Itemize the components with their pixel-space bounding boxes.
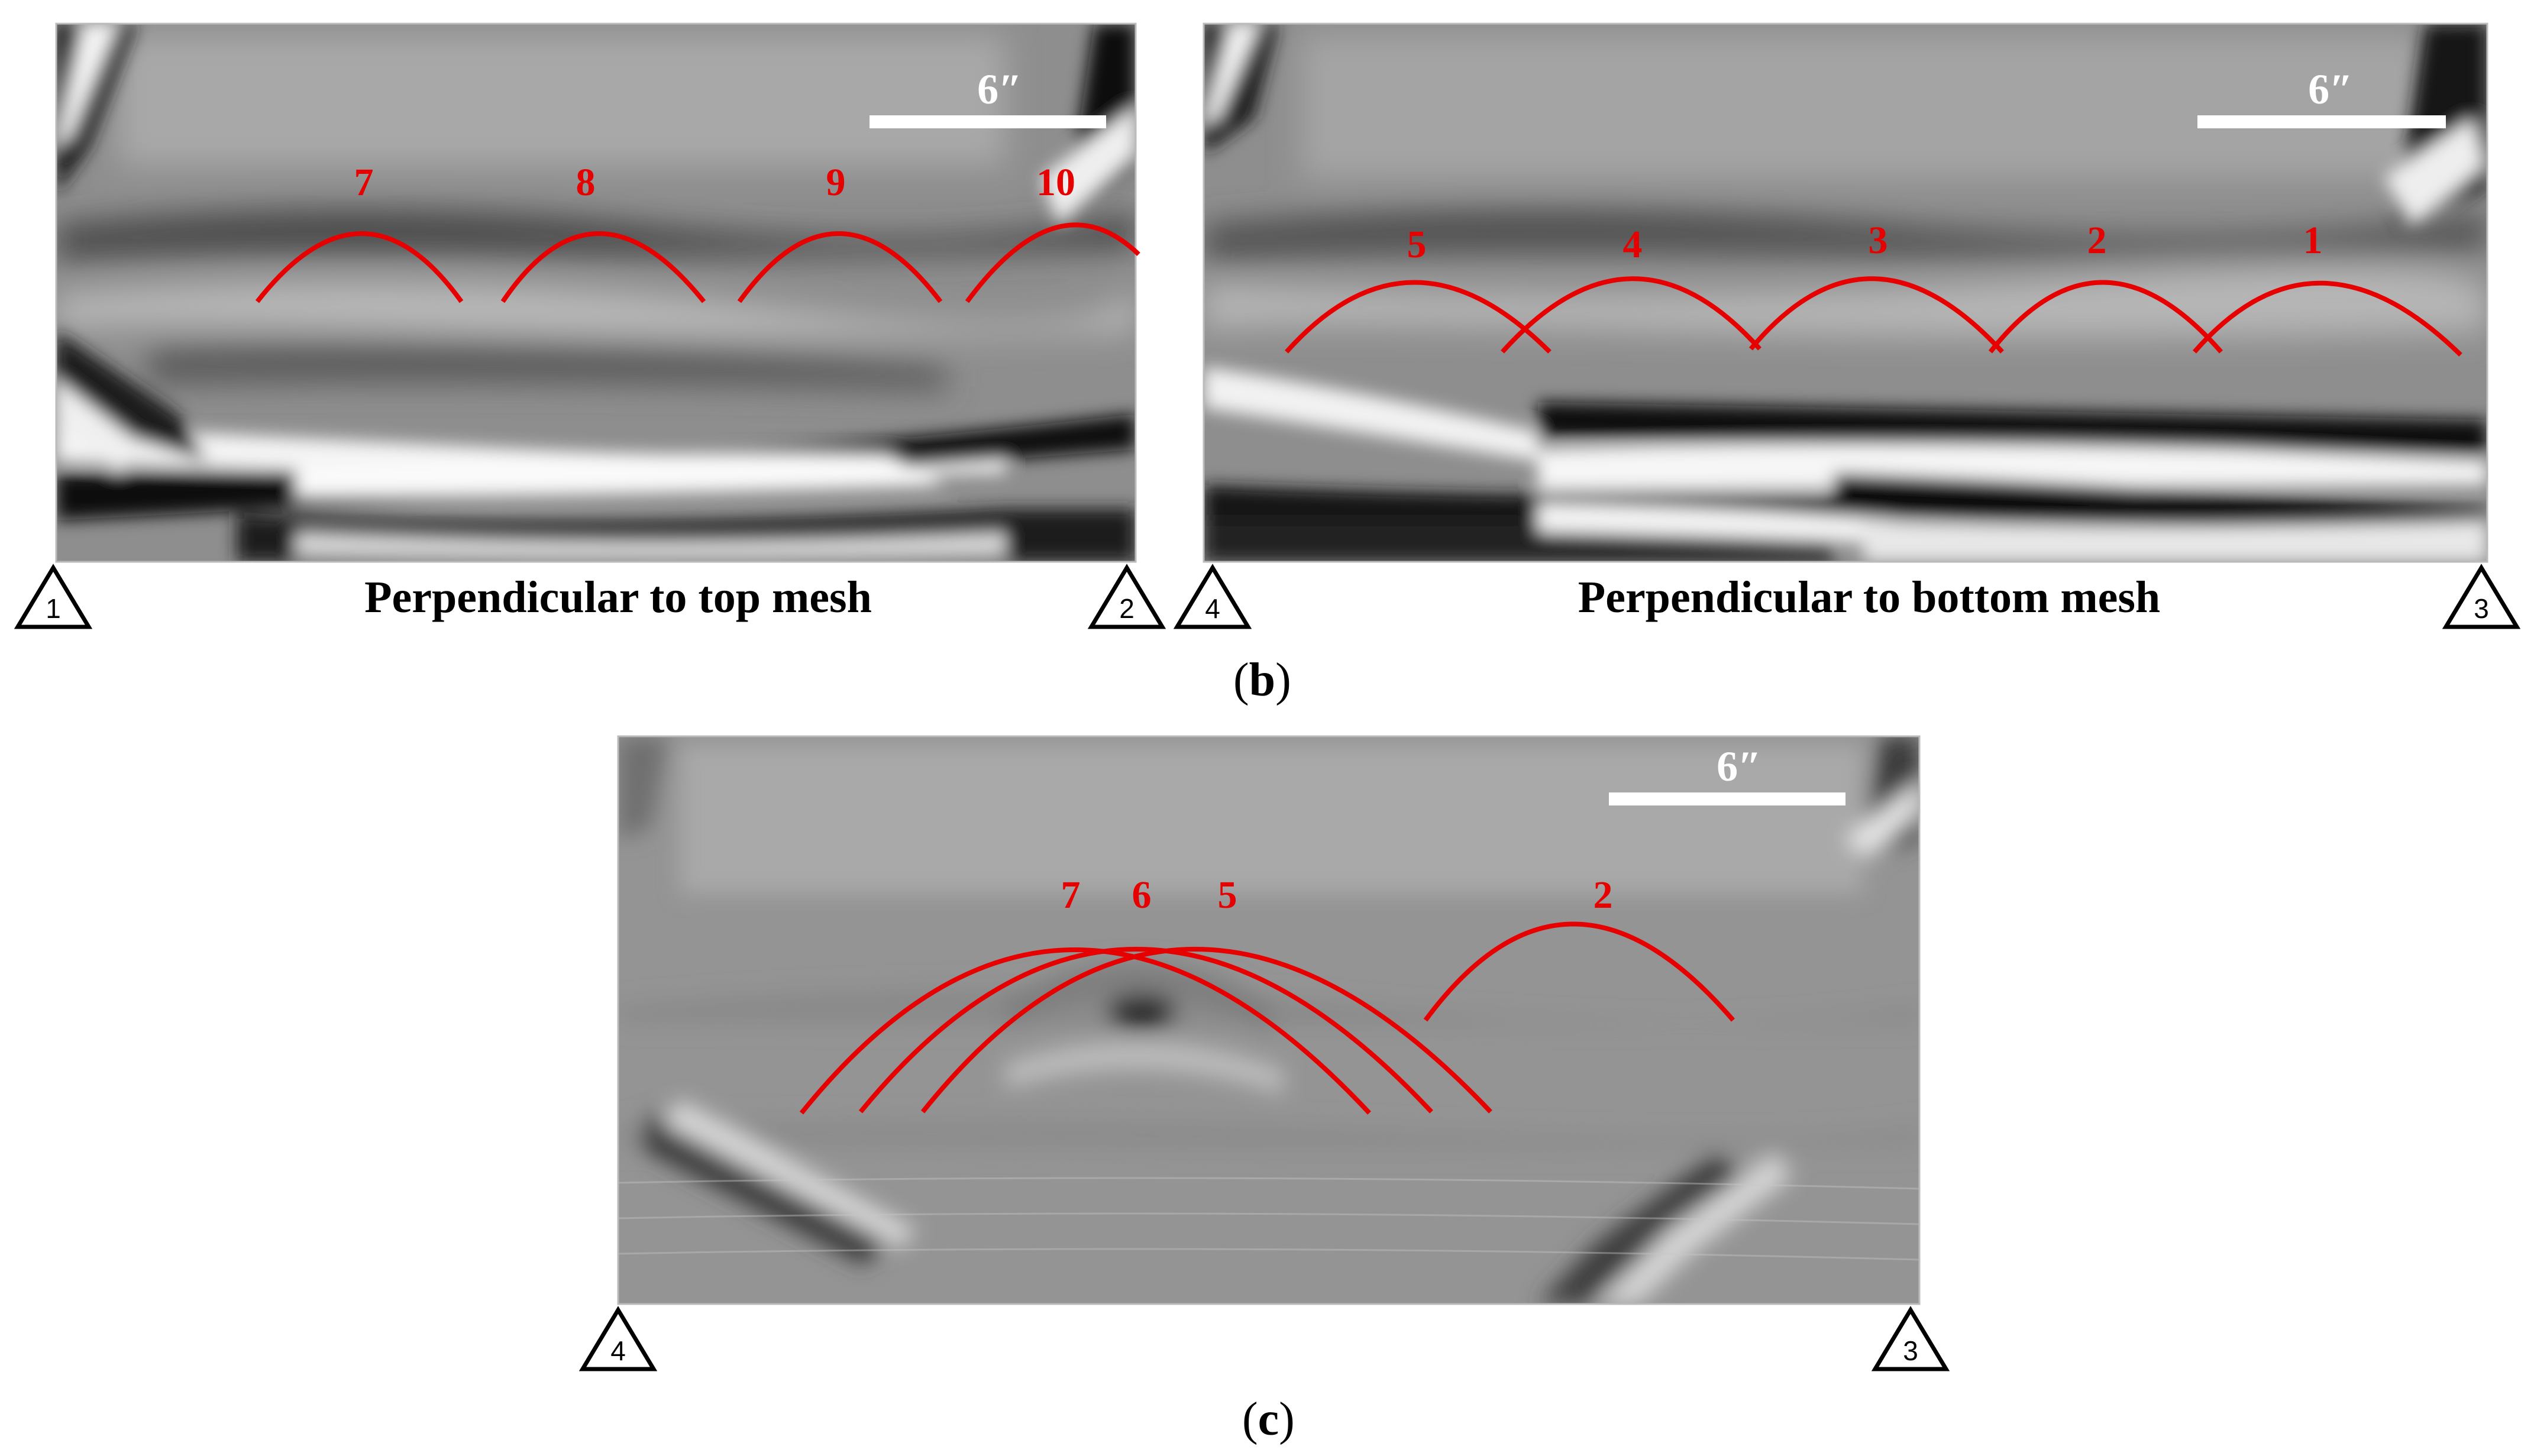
hyperbola-labels-top-mesh: 7 8 9 10 [354, 161, 1076, 204]
caption-b: (b) [1233, 654, 1291, 706]
hyperbola-label: 5 [1407, 223, 1427, 266]
frame-right [1203, 22, 2488, 563]
hyperbola-label: 6 [1132, 873, 1152, 917]
hyperbolas-bottom-mesh [1285, 276, 2462, 357]
corner-marker-c-4: 4 [578, 1306, 658, 1371]
hyperbola-label: 7 [1061, 873, 1081, 917]
hyperbola-labels-panel-c: 7 6 5 2 [1061, 873, 1613, 917]
caption-b-letter: b [1249, 654, 1276, 706]
hyperbola-label: 5 [1218, 873, 1237, 917]
scale-label-panel-c: 6″ [1717, 743, 1761, 790]
title-top-mesh: Perpendicular to top mesh [364, 572, 872, 622]
frame-left [55, 22, 1137, 563]
corner-marker-right-3: 3 [2442, 564, 2521, 629]
corner-marker-c-3: 3 [1871, 1306, 1950, 1371]
corner-marker-left-1: 1 [14, 564, 93, 629]
hyperbola-label: 1 [2303, 219, 2323, 262]
figure-panel-c: 6″ 7 6 5 2 4 3 [578, 735, 1950, 1371]
svg-text:1: 1 [46, 593, 61, 624]
svg-text:3: 3 [2474, 593, 2489, 624]
hyperbola-label: 2 [1594, 873, 1613, 917]
caption-c: (c) [1242, 1393, 1295, 1445]
hyperbola-label: 4 [1623, 223, 1643, 266]
hyperbola-labels-bottom-mesh: 5 4 3 2 1 [1407, 219, 2323, 266]
hyperbola-label: 8 [576, 161, 596, 204]
hyperbola-label: 10 [1036, 161, 1075, 204]
svg-text:4: 4 [1205, 593, 1220, 624]
hyperbolas-panel-c [799, 921, 1735, 1115]
corner-marker-right-4: 4 [1173, 564, 1252, 629]
hyperbola-label: 9 [826, 161, 846, 204]
title-bottom-mesh: Perpendicular to bottom mesh [1578, 572, 2160, 622]
radargram-top-mesh [56, 24, 1136, 562]
svg-text:4: 4 [610, 1335, 626, 1366]
svg-text:3: 3 [1903, 1335, 1918, 1366]
svg-text:2: 2 [1119, 593, 1135, 624]
figure-panel-b: 6″ 6″ 7 8 9 10 5 4 3 2 1 1 2 [14, 22, 2521, 629]
radargram-bottom-mesh [1204, 24, 2487, 562]
scale-bar-right: 6″ [2197, 66, 2446, 128]
caption-c-letter: c [1258, 1393, 1279, 1445]
hyperbola-label: 3 [1869, 219, 1888, 262]
frame-panel-c [617, 735, 1921, 1305]
corner-marker-left-2: 2 [1087, 564, 1166, 629]
radargram-panel-c [618, 736, 1919, 1304]
hyperbola-label: 2 [2087, 219, 2107, 262]
hyperbolas-top-mesh [255, 222, 1140, 303]
hyperbola-label: 7 [354, 161, 374, 204]
scale-bar-panel-c: 6″ [1609, 743, 1845, 805]
scale-label-right: 6″ [2308, 66, 2353, 113]
scale-label-left: 6″ [977, 66, 1022, 113]
scale-bar-left: 6″ [870, 66, 1106, 128]
